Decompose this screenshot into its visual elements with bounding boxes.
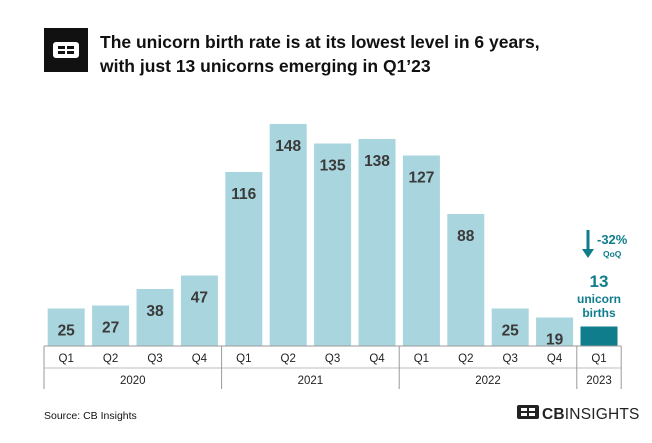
bar-9: [402, 155, 440, 346]
brand-name-bold: CB: [542, 405, 565, 423]
bar-value-label-4: 47: [191, 290, 208, 307]
x-group-label-2023: 2023: [586, 375, 612, 387]
callout-change-label: QoQ: [603, 249, 622, 259]
bar-value-label-3: 38: [146, 303, 164, 320]
bar-value-label-6: 148: [275, 138, 301, 155]
callout-value: 13: [590, 272, 609, 291]
x-tick-label-10: Q2: [458, 353, 473, 365]
bar-value-label-8: 138: [364, 153, 390, 170]
callout-label-line-2: births: [582, 306, 616, 320]
cb-insights-logo-icon: [517, 405, 539, 424]
x-tick-label-1: Q1: [59, 353, 74, 365]
chart-title-line-1: The unicorn birth rate is at its lowest …: [100, 32, 540, 52]
x-group-label-2021: 2021: [298, 375, 324, 387]
x-tick-label-12: Q4: [547, 353, 563, 365]
bar-1: [47, 308, 85, 346]
bar-5: [225, 172, 263, 346]
x-tick-label-13: Q1: [591, 353, 606, 365]
x-tick-label-11: Q3: [503, 353, 518, 365]
bar-10: [447, 214, 485, 346]
bar-3: [136, 289, 174, 346]
bar-value-label-10: 88: [457, 228, 475, 245]
bar-6: [269, 124, 307, 346]
bar-12: [536, 317, 574, 346]
bar-value-label-11: 25: [502, 323, 520, 340]
bar-value-label-9: 127: [408, 170, 434, 187]
x-tick-label-7: Q3: [325, 353, 340, 365]
x-tick-label-3: Q3: [147, 353, 162, 365]
bar-7: [314, 143, 352, 346]
x-tick-label-6: Q2: [281, 353, 296, 365]
x-tick-label-8: Q4: [369, 353, 385, 365]
x-group-label-2022: 2022: [475, 375, 501, 387]
bar-11: [491, 308, 529, 346]
chart-title: The unicorn birth rate is at its lowest …: [100, 30, 630, 78]
x-tick-label-4: Q4: [192, 353, 208, 365]
bar-4: [180, 275, 218, 346]
x-tick-label-2: Q2: [103, 353, 118, 365]
callout-label-line-1: unicorn: [577, 292, 621, 306]
cb-insights-logo-icon: [44, 28, 88, 72]
brand-name: CBINSIGHTS: [542, 406, 640, 424]
bar-value-label-12: 19: [546, 332, 564, 349]
down-arrow-icon: [582, 249, 594, 258]
callout-change: -32%: [597, 232, 628, 247]
brand-logo: CBINSIGHTS: [517, 405, 640, 424]
bar-13: [580, 326, 618, 346]
bar-value-label-2: 27: [102, 320, 119, 337]
bar-value-label-7: 135: [320, 158, 346, 175]
x-tick-label-9: Q1: [414, 353, 429, 365]
chart-title-line-2: with just 13 unicorns emerging in Q1’23: [100, 56, 431, 76]
bar-8: [358, 139, 396, 346]
source-note: Source: CB Insights: [44, 410, 137, 422]
bar-2: [92, 305, 130, 346]
brand-name-rest: INSIGHTS: [564, 405, 640, 423]
bar-value-label-1: 25: [58, 323, 76, 340]
x-tick-label-5: Q1: [236, 353, 251, 365]
bar-chart: 25 27 38 47 116 148 135 138 127 88 25 19 -32% QoQ 13un…: [43, 124, 628, 389]
bar-value-label-5: 116: [231, 186, 256, 203]
x-group-label-2020: 2020: [120, 375, 146, 387]
